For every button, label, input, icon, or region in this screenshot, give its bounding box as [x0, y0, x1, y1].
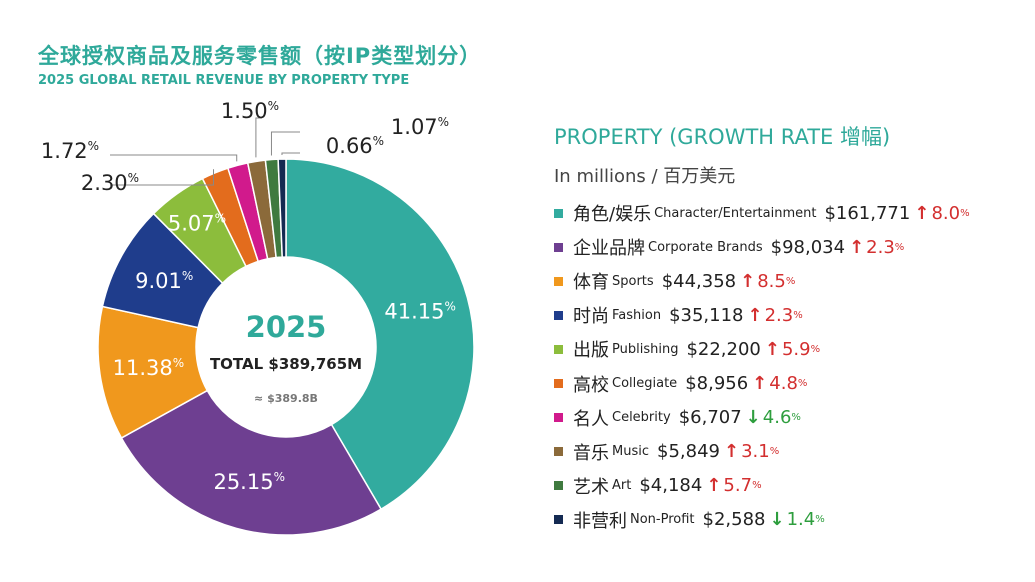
slice-character-entertainment: [285, 158, 475, 511]
legend-swatch: [554, 413, 563, 423]
legend-label-en: Fashion: [612, 307, 662, 323]
legend-label-cn: 名人: [573, 408, 609, 430]
growth-rate: ↑ 3.1%: [723, 441, 780, 463]
leader-line: [110, 169, 215, 186]
legend-swatch: [554, 447, 563, 457]
legend-label-cn: 时尚: [573, 306, 609, 328]
legend-row: 企业品牌 Corporate Brands $98,034 ↑ 2.3%: [554, 232, 904, 262]
leader-lines: [110, 117, 300, 186]
arrow-up-icon: ↑: [764, 338, 780, 360]
legend-value: $4,184: [639, 475, 703, 497]
legend-label-en: Corporate Brands: [648, 239, 763, 255]
legend-swatch: [554, 344, 563, 354]
legend-label-cn: 音乐: [573, 442, 609, 464]
legend-label-cn: 艺术: [573, 476, 609, 498]
legend-label-cn: 角色/娱乐: [573, 204, 652, 225]
legend-label-en: Publishing: [612, 341, 679, 357]
growth-rate: ↑ 2.3%: [849, 236, 905, 258]
legend-value: $161,771: [824, 202, 911, 224]
legend-row: 高校 Collegiate $8,956 ↑ 4.8%: [554, 369, 807, 399]
legend-swatch: [554, 276, 563, 286]
legend-row: 体育 Sports $44,358 ↑ 8.5%: [554, 266, 795, 296]
legend-label-cn: 企业品牌: [573, 238, 645, 260]
arrow-down-icon: ↓: [769, 509, 785, 531]
legend-subtitle: In millions / 百万美元: [554, 166, 736, 187]
center-approx: ≈ $389.8B: [254, 392, 318, 405]
arrow-up-icon: ↑: [752, 373, 768, 394]
legend-swatch: [554, 310, 563, 320]
slice-label: 11.38%: [113, 356, 185, 380]
arrow-up-icon: ↑: [706, 475, 722, 497]
legend-row: 名人 Celebrity $6,707 ↓ 4.6%: [554, 403, 801, 433]
chart-title-cn: 全球授权商品及服务零售额（按IP类型划分）: [38, 44, 482, 68]
slice-label: 1.50%: [221, 99, 279, 123]
legend-label-cn: 出版: [573, 340, 609, 362]
legend-swatch: [554, 242, 563, 252]
legend-label-en: Character/Entertainment: [654, 205, 817, 221]
leader-line: [255, 117, 262, 158]
slice-label: 0.66%: [326, 134, 384, 158]
chart-title-en: 2025 GLOBAL RETAIL REVENUE BY PROPERTY T…: [38, 73, 410, 88]
legend-label-en: Non-Profit: [630, 512, 695, 528]
legend-row: 时尚 Fashion $35,118 ↑ 2.3%: [554, 300, 803, 330]
legend-label-en: Sports: [612, 273, 654, 289]
legend-swatch: [554, 515, 563, 525]
growth-rate: ↓ 4.6%: [745, 407, 801, 429]
legend-label-cn: 高校: [573, 374, 609, 396]
leader-line: [270, 131, 300, 156]
slice-label: 1.72%: [41, 139, 99, 163]
legend-label-en: Art: [612, 478, 632, 494]
growth-rate: ↑ 5.7%: [706, 475, 762, 497]
legend-value: $5,849: [657, 441, 720, 463]
legend-row: 出版 Publishing $22,200 ↑ 5.9%: [554, 334, 820, 364]
legend-value: $2,588: [702, 509, 766, 531]
center-total: TOTAL $389,765M: [210, 355, 362, 373]
arrow-up-icon: ↑: [914, 202, 930, 224]
arrow-up-icon: ↑: [723, 441, 740, 463]
slice-labels: 41.15% 25.15% 11.38% 9.01% 5.07% 2.30% 1.72% 1.…: [41, 99, 456, 494]
slice-label: 41.15%: [384, 300, 456, 324]
arrow-down-icon: ↓: [745, 407, 761, 429]
slice-label: 5.07%: [168, 212, 226, 236]
slice-label: 25.15%: [213, 470, 285, 494]
growth-rate: ↑ 4.8%: [752, 373, 808, 394]
legend-swatch: [554, 208, 563, 218]
legend-label-en: Collegiate: [612, 376, 678, 391]
legend-value: $35,118: [669, 304, 744, 326]
growth-rate: ↑ 5.9%: [764, 338, 821, 360]
donut-slices: [97, 158, 475, 536]
slice-label: 9.01%: [135, 269, 193, 293]
center-year: 2025: [246, 310, 327, 344]
leader-line: [281, 152, 300, 156]
slice-label: 2.30%: [81, 171, 139, 195]
legend-row: 角色/娱乐 Character/Entertainment $161,771 ↑ 8.0…: [554, 198, 970, 228]
legend-title: PROPERTY (GROWTH RATE 增幅): [554, 125, 891, 149]
growth-rate: ↑ 8.5%: [740, 270, 796, 292]
legend-value: $8,956: [685, 373, 749, 394]
legend-label-cn: 体育: [573, 272, 609, 294]
legend-value: $6,707: [678, 407, 742, 429]
legend-value: $22,200: [686, 338, 761, 360]
slice-non-profit: [277, 158, 287, 258]
slice-label: 1.07%: [391, 115, 449, 139]
legend-row: 非营利 Non-Profit $2,588 ↓ 1.4%: [554, 505, 825, 535]
legend-label-en: Music: [612, 444, 649, 460]
growth-rate: ↑ 8.0%: [914, 202, 970, 224]
leader-line: [110, 154, 238, 162]
arrow-up-icon: ↑: [849, 236, 865, 258]
legend-swatch: [554, 481, 563, 491]
growth-rate: ↑ 2.3%: [747, 304, 803, 326]
arrow-up-icon: ↑: [740, 270, 756, 292]
legend-row: 音乐 Music $5,849 ↑ 3.1%: [554, 437, 779, 467]
legend-swatch: [554, 379, 563, 388]
growth-rate: ↓ 1.4%: [769, 509, 825, 531]
legend-value: $98,034: [770, 236, 846, 258]
legend-row: 艺术 Art $4,184 ↑ 5.7%: [554, 471, 762, 501]
legend-value: $44,358: [661, 270, 737, 292]
legend-label-cn: 非营利: [573, 510, 627, 532]
arrow-up-icon: ↑: [747, 304, 763, 326]
legend-label-en: Celebrity: [612, 410, 671, 426]
slice-corporate-brands: [120, 389, 383, 536]
